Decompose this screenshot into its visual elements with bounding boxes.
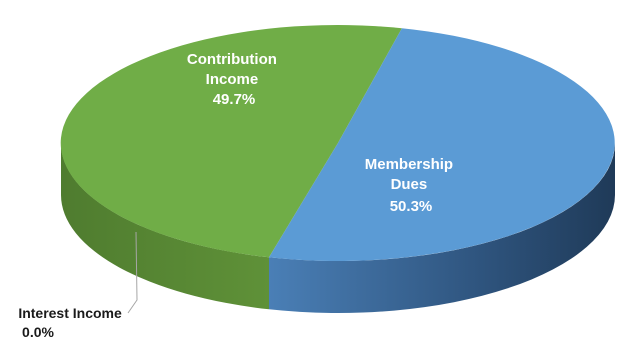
- label-membership-dues-line1: Membership: [365, 156, 453, 173]
- leader-line-interest-income: [127, 231, 138, 314]
- label-interest-income: Interest Income 0.0%: [18, 305, 125, 340]
- label-contribution-income: Contribution Income 49.7%: [187, 51, 281, 108]
- slice-side-membership-dues: [269, 143, 615, 314]
- slice-membership-dues: [269, 28, 615, 261]
- value-membership-dues: 50.3%: [390, 198, 433, 215]
- label-membership-dues-line2: Dues: [391, 176, 428, 193]
- label-contribution-income-line2: Income: [206, 71, 259, 88]
- value-interest-income: 0.0%: [22, 324, 54, 340]
- label-interest-income-name: Interest Income: [18, 305, 122, 321]
- slice-contribution-income: [60, 24, 402, 258]
- slice-side-contribution-income: [60, 143, 269, 310]
- value-contribution-income: 49.7%: [213, 91, 256, 108]
- label-membership-dues: Membership Dues 50.3%: [365, 156, 458, 215]
- label-contribution-income-line1: Contribution: [187, 51, 277, 68]
